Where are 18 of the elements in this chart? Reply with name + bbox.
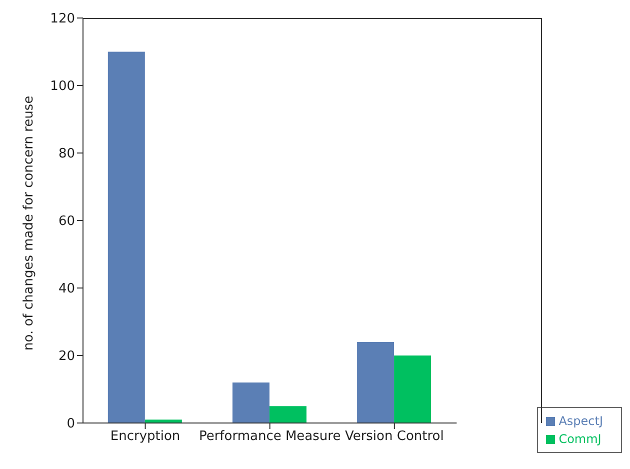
y-tick-label: 0 — [66, 416, 75, 432]
legend-label: AspectJ — [558, 414, 603, 428]
bar — [394, 356, 432, 423]
bar — [108, 52, 145, 423]
x-tick-label: Performance Measure — [198, 429, 341, 444]
y-tick-label: 100 — [50, 79, 75, 94]
bar — [357, 342, 394, 423]
y-tick-label: 20 — [58, 349, 75, 364]
x-tick-label: Version Control — [344, 429, 444, 444]
y-tick-label: 80 — [58, 146, 75, 162]
x-tick-label: Encryption — [110, 429, 180, 444]
bar — [269, 406, 306, 423]
bar — [232, 382, 270, 423]
y-tick-label: 120 — [50, 12, 75, 27]
y-tick-label: 60 — [58, 214, 75, 230]
legend-label: CommJ — [558, 432, 602, 446]
y-axis-title: no. of changes made for concern reuse — [22, 96, 37, 350]
y-tick-label: 40 — [58, 282, 75, 297]
